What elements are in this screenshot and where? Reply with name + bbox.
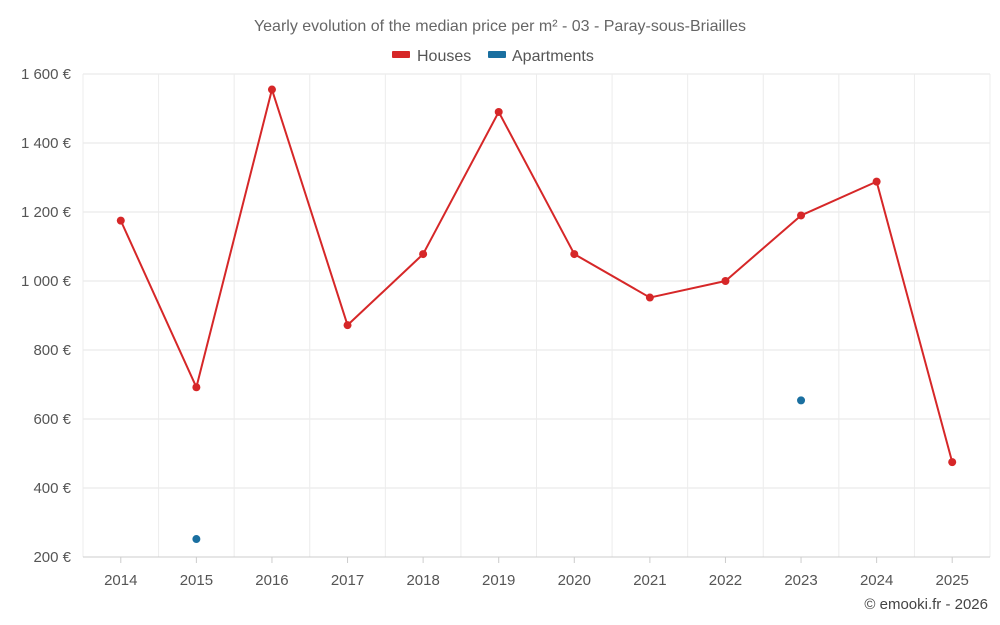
- data-point-houses-2023[interactable]: [797, 211, 806, 220]
- y-tick-label: 1 400 €: [21, 135, 72, 152]
- data-point-houses-2022[interactable]: [721, 277, 730, 285]
- data-point-houses-2021[interactable]: [645, 293, 654, 302]
- legend: Houses Apartments: [392, 48, 594, 65]
- grid: [82, 73, 991, 557]
- legend-item-houses[interactable]: Houses: [392, 48, 471, 65]
- data-point-houses-2025[interactable]: [948, 458, 957, 467]
- legend-swatch-apartments: [488, 51, 506, 58]
- data-point-houses-2018[interactable]: [419, 250, 428, 259]
- legend-label-apartments: Apartments: [512, 48, 594, 65]
- y-tick-label: 800 €: [33, 342, 71, 359]
- data-point-houses-2019[interactable]: [494, 107, 503, 116]
- series-line-houses: [119, 88, 954, 463]
- y-tick-label: 1 200 €: [21, 204, 72, 221]
- x-tick-label: 2016: [255, 572, 288, 589]
- x-tick-label: 2014: [104, 572, 137, 589]
- x-tick-label: 2024: [860, 572, 893, 589]
- data-point-apartments-2015[interactable]: [192, 535, 201, 544]
- series-layer: [116, 85, 957, 544]
- y-tick-label: 600 €: [33, 411, 71, 428]
- x-tick-label: 2019: [482, 572, 515, 589]
- credit: © emooki.fr - 2026: [864, 596, 988, 613]
- data-point-houses-2017[interactable]: [343, 321, 352, 330]
- x-tick-label: 2025: [936, 572, 969, 589]
- data-point-houses-2024[interactable]: [872, 177, 881, 186]
- y-tick-label: 400 €: [33, 480, 71, 497]
- series-houses: [116, 85, 957, 467]
- x-tick-label: 2021: [633, 572, 666, 589]
- legend-swatch-houses: [392, 51, 410, 58]
- legend-item-apartments[interactable]: Apartments: [488, 48, 594, 65]
- y-tick-label: 1 000 €: [21, 273, 72, 290]
- data-point-houses-2015[interactable]: [192, 383, 201, 392]
- y-tick-label: 200 €: [33, 549, 71, 566]
- data-point-houses-2020[interactable]: [570, 250, 579, 259]
- x-tick-label: 2020: [558, 572, 591, 589]
- x-axis: 2014 2015 2016 2017 2018 2019 2020 2021 2022 2023…: [83, 556, 990, 589]
- data-point-houses-2014[interactable]: [116, 216, 125, 225]
- legend-label-houses: Houses: [417, 48, 471, 65]
- x-tick-label: 2015: [180, 572, 213, 589]
- y-tick-label: 1 600 €: [21, 66, 72, 83]
- x-tick-label: 2017: [331, 572, 364, 589]
- data-point-apartments-2023[interactable]: [797, 396, 806, 405]
- data-point-houses-2016[interactable]: [267, 85, 276, 94]
- y-axis: 200 € 400 € 600 € 800 € 1 000 € 1 200 € 1 400 …: [21, 66, 72, 566]
- series-apartments: [192, 396, 806, 544]
- x-tick-label: 2018: [406, 572, 439, 589]
- x-tick-label: 2023: [784, 572, 817, 589]
- chart-title: Yearly evolution of the median price per…: [254, 18, 746, 35]
- x-tick-label: 2022: [709, 572, 742, 589]
